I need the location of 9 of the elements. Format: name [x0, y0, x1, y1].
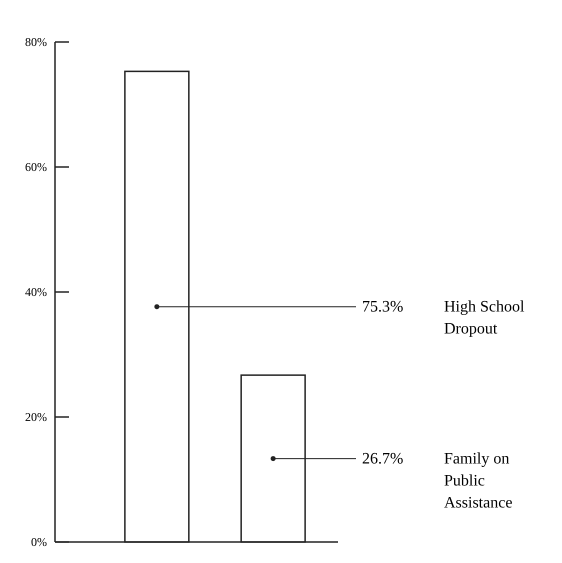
y-tick-label: 60%	[25, 160, 47, 174]
y-tick-label: 80%	[25, 35, 47, 49]
y-tick-label: 40%	[25, 285, 47, 299]
text: High School Dropout	[444, 298, 525, 338]
data-label: 26.7%	[362, 450, 404, 468]
text: Family on Public Assistance	[444, 450, 512, 512]
data-label: 75.3%	[362, 298, 404, 316]
y-tick-label: 0%	[31, 535, 47, 549]
y-tick-label: 20%	[25, 410, 47, 424]
